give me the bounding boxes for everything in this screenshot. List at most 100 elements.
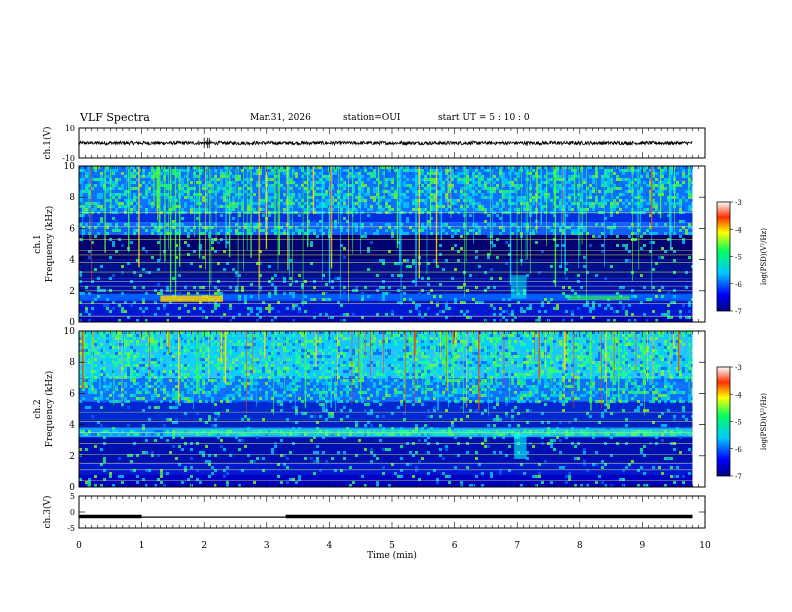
spectrogram-cell <box>451 190 454 193</box>
spectrogram-cell <box>658 187 661 190</box>
spectrogram-cell <box>175 256 178 259</box>
spectrogram-cell <box>235 202 238 205</box>
spectrogram-cell <box>418 292 421 295</box>
spectrogram-cell <box>118 193 121 196</box>
spectrogram-cell <box>481 187 484 190</box>
spectrogram-cell <box>133 301 136 304</box>
spectrogram-cell <box>388 292 391 295</box>
spectrogram-cell <box>151 349 154 352</box>
spectrogram-cell <box>127 358 130 361</box>
spectrogram-cell <box>565 337 568 340</box>
spectrogram-cell <box>172 184 175 187</box>
spectrogram-cell <box>643 169 646 172</box>
spectrogram-cell <box>460 301 463 304</box>
spectrogram-cell <box>199 331 202 334</box>
spectrogram-cell <box>430 178 433 181</box>
spectrogram-cell <box>178 334 181 337</box>
spectrogram-cell <box>379 199 382 202</box>
spectrogram-cell <box>127 346 130 349</box>
spectrogram-cell <box>688 337 691 340</box>
spectrogram-cell <box>490 208 493 211</box>
spectrogram-cell <box>430 193 433 196</box>
spectrogram-cell <box>583 190 586 193</box>
spectrogram-cell <box>646 178 649 181</box>
spectrogram-cell <box>280 166 283 169</box>
spectrogram-cell <box>502 298 505 301</box>
spectrogram-cell <box>94 298 97 301</box>
spectrogram-cell <box>538 196 541 199</box>
spectrogram-cell <box>181 217 184 220</box>
spectrogram-cell <box>136 337 139 340</box>
spectrogram-cell <box>430 205 433 208</box>
spectrogram-cell <box>259 223 262 226</box>
spectrogram-cell <box>541 349 544 352</box>
spectrogram-cell <box>319 196 322 199</box>
spectrogram-cell <box>592 175 595 178</box>
spectrogram-cell <box>484 337 487 340</box>
spectrogram-cell <box>343 193 346 196</box>
spectrogram-cell <box>559 340 562 343</box>
spectrogram-cell <box>133 196 136 199</box>
spectrogram-cell <box>289 292 292 295</box>
spectrogram-cell <box>628 187 631 190</box>
spectrogram-cell <box>616 205 619 208</box>
spectrogram-cell <box>634 232 637 235</box>
spectrogram-cell <box>622 346 625 349</box>
spectrogram-cell <box>385 190 388 193</box>
spectrogram-cell <box>220 223 223 226</box>
spectrogram-cell <box>301 295 304 298</box>
spectrogram-cell <box>316 346 319 349</box>
spectrogram-cell <box>325 172 328 175</box>
spectrogram-cell <box>355 355 358 358</box>
spectrogram-cell <box>490 241 493 244</box>
spectrogram-cell <box>607 202 610 205</box>
spectrogram-cell <box>352 313 355 316</box>
spectrogram-cell <box>244 298 247 301</box>
spectrogram-cell <box>130 349 133 352</box>
spectrogram-cell <box>145 349 148 352</box>
spectrogram-cell <box>226 343 229 346</box>
spectrogram-cell <box>94 184 97 187</box>
spectrogram-cell <box>589 169 592 172</box>
spectrogram-cell <box>469 316 472 319</box>
spectrogram-cell <box>91 301 94 304</box>
spectrogram-cell <box>361 187 364 190</box>
spectrogram-cell <box>292 304 295 307</box>
spectrogram-cell <box>670 337 673 340</box>
spectrogram-cell <box>115 343 118 346</box>
spectrogram-cell <box>211 331 214 334</box>
spectrogram-cell <box>436 304 439 307</box>
spectrogram-cell <box>424 193 427 196</box>
spectrogram-cell <box>85 352 88 355</box>
spectrogram-cell <box>115 178 118 181</box>
spectrogram-cell <box>319 172 322 175</box>
spectrogram-cell <box>616 196 619 199</box>
spectrogram-cell <box>523 229 526 232</box>
spectrogram-cell <box>625 355 628 358</box>
spectrogram-cell <box>511 319 514 322</box>
spectrogram-cell <box>682 241 685 244</box>
spectrogram-cell <box>469 199 472 202</box>
spectrogram-cell <box>400 229 403 232</box>
spectrogram-cell <box>538 319 541 322</box>
spectrogram-cell <box>457 172 460 175</box>
spectrogram-cell <box>85 202 88 205</box>
spectrogram-cell <box>667 337 670 340</box>
spectrogram-cell <box>79 334 82 337</box>
spectrogram-cell <box>133 181 136 184</box>
spectrogram-cell <box>469 214 472 217</box>
spectrogram-cell <box>583 331 586 334</box>
spectrogram-cell <box>475 250 478 253</box>
frequency-band <box>79 462 693 475</box>
spectrogram-cell <box>115 223 118 226</box>
spectrogram-cell <box>529 355 532 358</box>
spectrogram-cell <box>79 301 82 304</box>
spectrogram-cell <box>388 169 391 172</box>
spectrogram-cell <box>643 208 646 211</box>
spectrogram-cell <box>661 331 664 334</box>
spectrogram-cell <box>88 202 91 205</box>
spectrogram-cell <box>265 349 268 352</box>
spectrogram-cell <box>514 184 517 187</box>
spectrogram-cell <box>274 232 277 235</box>
spectrogram-cell <box>313 352 316 355</box>
